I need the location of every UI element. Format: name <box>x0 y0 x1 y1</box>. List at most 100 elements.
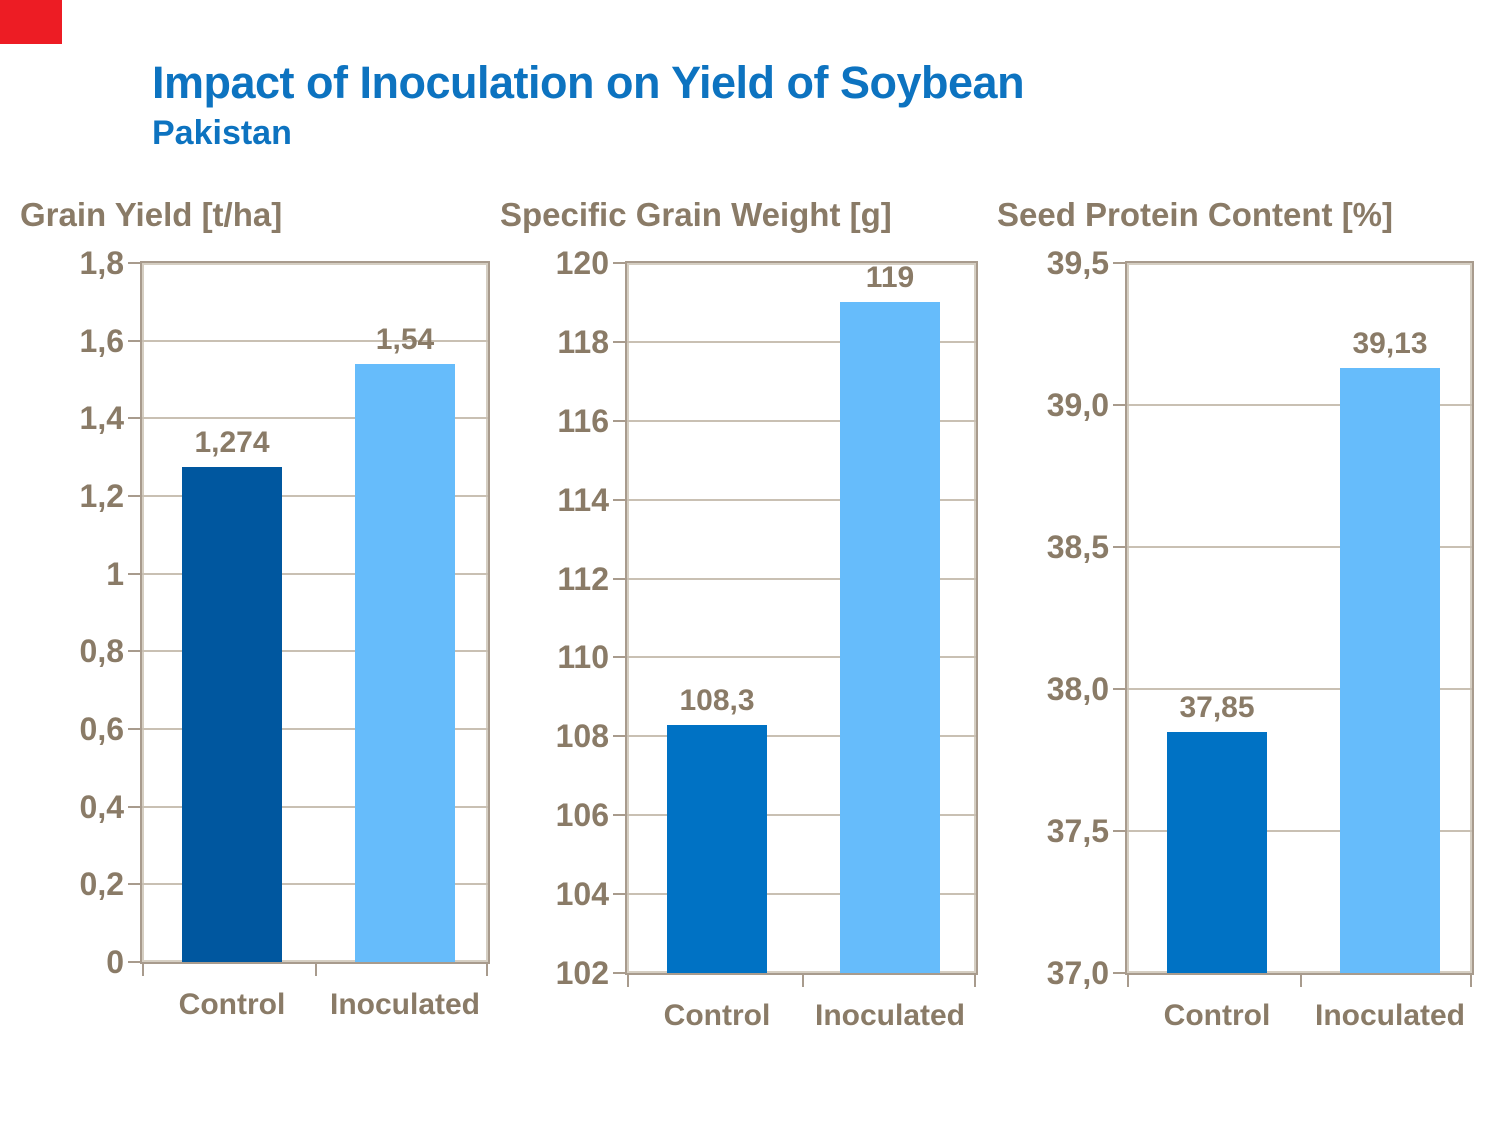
x-axis-tick <box>1127 975 1129 987</box>
y-axis-tick <box>128 805 141 808</box>
gridline <box>142 805 488 808</box>
y-axis-tick-label: 120 <box>555 245 609 281</box>
value-label-inoculated: 39,13 <box>1352 327 1428 360</box>
bar-inoculated <box>1340 368 1440 973</box>
y-axis-tick-label: 1,8 <box>79 245 124 281</box>
y-axis-tick <box>128 262 141 264</box>
y-axis-tick <box>128 961 141 963</box>
gridline <box>142 339 488 342</box>
y-axis-tick <box>613 656 626 659</box>
bar-control <box>667 725 767 973</box>
plot-area: 37,85 39,13 <box>1125 261 1474 975</box>
y-axis-tick-label: 110 <box>557 639 609 676</box>
gridline <box>627 893 976 896</box>
x-category-label-inoculated: Inoculated <box>1314 999 1465 1032</box>
y-axis-tick-label: 106 <box>555 797 609 834</box>
chart-title-grain-yield: Grain Yield [t/ha] <box>20 196 283 233</box>
gridline <box>1127 688 1472 690</box>
gridline <box>142 572 488 575</box>
y-axis-tick-label: 0,4 <box>79 788 124 825</box>
y-axis-tick-label: 0,2 <box>79 866 124 903</box>
x-axis-tick <box>1470 975 1472 987</box>
y-axis-tick-label: 114 <box>557 481 609 518</box>
gridline <box>1127 546 1472 548</box>
x-category-label-control: Control <box>1163 999 1271 1032</box>
y-axis-tick-label: 0,6 <box>79 711 124 747</box>
y-axis-tick-label: 39,0 <box>1046 387 1109 423</box>
y-axis-tick <box>128 728 141 730</box>
gridline <box>627 735 976 738</box>
gridline <box>627 340 976 343</box>
red-corner-rectangle <box>0 0 62 44</box>
y-axis-tick-label: 0 <box>106 944 124 980</box>
y-axis-tick-label: 39,5 <box>1046 245 1109 281</box>
value-label-control: 1,274 <box>194 426 270 459</box>
y-axis-tick-label: 116 <box>557 402 609 439</box>
gridline <box>142 417 488 420</box>
bar-control <box>182 467 282 962</box>
value-label-control: 37,85 <box>1179 691 1255 724</box>
y-axis-tick <box>1113 546 1126 548</box>
x-axis-tick <box>974 975 976 987</box>
gridline <box>627 498 976 501</box>
y-axis-tick <box>613 340 626 343</box>
y-axis-tick-label: 38,5 <box>1046 529 1109 565</box>
y-axis-tick <box>128 417 141 420</box>
value-label-inoculated: 1,54 <box>375 323 435 356</box>
slide-title: Impact of Inoculation on Yield of Soybea… <box>152 57 1025 108</box>
chart-title-seed-protein-content: Seed Protein Content [%] <box>997 196 1394 233</box>
y-axis-tick-label: 104 <box>555 876 609 913</box>
gridline <box>627 656 976 659</box>
y-axis-tick <box>613 814 626 817</box>
y-axis-tick <box>613 972 626 974</box>
chart-title-specific-grain-weight: Specific Grain Weight [g] <box>500 196 892 233</box>
gridline <box>627 577 976 580</box>
value-label-inoculated: 119 <box>865 261 915 294</box>
plot-area: 108,3 119 <box>625 261 978 975</box>
y-axis-tick-label: 38,0 <box>1046 671 1109 707</box>
gridline <box>627 814 976 817</box>
y-axis-tick-label: 112 <box>557 560 609 597</box>
y-axis-tick-label: 102 <box>555 955 609 991</box>
gridline <box>142 883 488 886</box>
y-axis-tick <box>613 419 626 422</box>
y-axis-tick <box>613 893 626 896</box>
y-axis-tick <box>613 498 626 501</box>
x-category-label-control: Control <box>178 988 286 1021</box>
y-axis-tick-label: 108 <box>555 718 609 755</box>
y-axis-tick <box>613 262 626 264</box>
x-axis-tick <box>486 964 488 976</box>
y-axis-tick <box>128 339 141 342</box>
plot-area: 1,274 1,54 <box>140 261 490 964</box>
bar-control <box>1167 732 1267 973</box>
value-label-control: 108,3 <box>679 684 755 717</box>
x-axis-tick <box>142 964 144 976</box>
y-axis-tick-label: 37,0 <box>1046 955 1109 991</box>
y-axis-tick-label: 1,2 <box>79 478 124 514</box>
x-axis-tick <box>315 964 317 976</box>
x-category-label-control: Control <box>663 999 771 1032</box>
x-axis-tick <box>1299 975 1302 987</box>
y-axis-tick <box>128 572 141 575</box>
y-axis-tick-label: 1 <box>106 555 124 592</box>
gridline <box>1127 404 1472 406</box>
y-axis-tick-label: 1,4 <box>79 400 124 437</box>
y-axis-tick <box>613 577 626 580</box>
gridline <box>627 419 976 422</box>
x-axis-tick <box>801 975 804 987</box>
x-category-label-inoculated: Inoculated <box>814 999 965 1032</box>
y-axis-tick-label: 37,5 <box>1046 813 1109 849</box>
bar-inoculated <box>355 364 455 962</box>
y-axis-tick <box>1113 688 1126 690</box>
x-axis-tick <box>627 975 629 987</box>
bar-inoculated <box>840 302 940 973</box>
y-axis-tick <box>613 735 626 738</box>
y-axis-tick <box>128 883 141 886</box>
x-category-label-inoculated: Inoculated <box>329 988 480 1021</box>
y-axis-tick <box>1113 404 1126 406</box>
gridline <box>1127 830 1472 832</box>
y-axis-tick-label: 0,8 <box>79 633 124 670</box>
y-axis-tick <box>128 495 141 497</box>
y-axis-tick <box>1113 262 1126 264</box>
